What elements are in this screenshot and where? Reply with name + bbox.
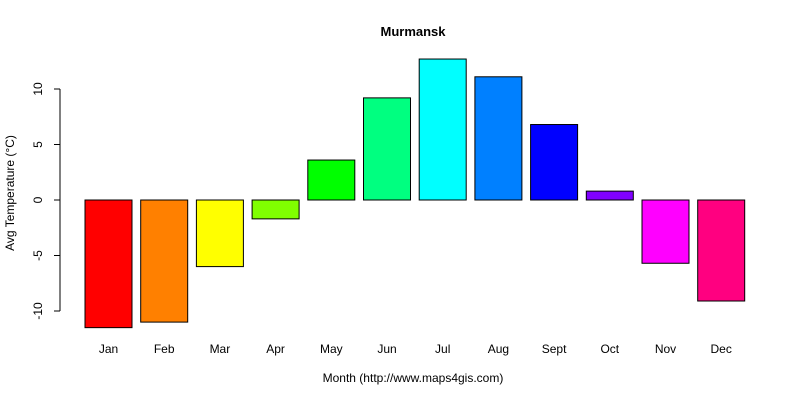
- bar-sept: [530, 124, 579, 201]
- y-tick-label: 10: [31, 82, 45, 96]
- x-tick-label: Jan: [99, 342, 118, 356]
- x-tick-label: Oct: [600, 342, 619, 356]
- bar-aug: [474, 76, 523, 201]
- bars-group: [84, 58, 746, 329]
- y-axis-ticks: -10 -5 0 5 10: [31, 82, 60, 320]
- bar-jul: [418, 58, 467, 201]
- bar-oct: [585, 190, 634, 201]
- y-tick-label: -5: [31, 250, 45, 261]
- x-tick-label: Dec: [711, 342, 732, 356]
- x-tick-label: Jun: [377, 342, 396, 356]
- x-tick-label: Jul: [435, 342, 450, 356]
- bar-apr: [251, 199, 300, 220]
- bar-jun: [363, 97, 411, 201]
- x-tick-label: May: [320, 342, 343, 356]
- y-tick-label: -10: [31, 302, 45, 320]
- bar-feb: [140, 199, 189, 323]
- x-tick-label: Sept: [542, 342, 567, 356]
- bar-mar: [195, 199, 244, 268]
- x-tick-label: Mar: [210, 342, 231, 356]
- chart-title: Murmansk: [380, 24, 446, 39]
- y-tick-label: 5: [31, 141, 45, 148]
- x-tick-label: Nov: [655, 342, 676, 356]
- x-tick-label: Apr: [266, 342, 285, 356]
- y-tick-label: 0: [31, 196, 45, 203]
- x-tick-label: Feb: [154, 342, 175, 356]
- x-tick-label: Aug: [488, 342, 509, 356]
- bar-jan: [84, 199, 133, 329]
- x-axis-title: Month (http://www.maps4gis.com): [323, 371, 504, 385]
- bar-may: [307, 159, 356, 201]
- bar-nov: [641, 199, 690, 264]
- y-axis-title: Avg Temperature (°C): [3, 135, 17, 251]
- bar-dec: [697, 199, 746, 302]
- x-axis-labels: Jan Feb Mar Apr May Jun Jul Aug Sept Oct Nov Dec: [99, 342, 732, 356]
